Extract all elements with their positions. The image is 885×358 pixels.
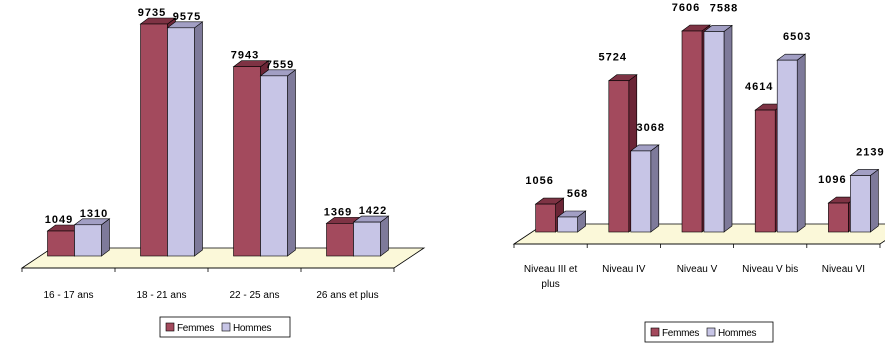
data-label-femmes: 7606 — [672, 2, 700, 14]
chart-legend: Femmes Hommes — [644, 321, 774, 343]
chart-legend: Femmes Hommes — [159, 316, 291, 338]
bar-hommes — [703, 24, 733, 233]
data-label-hommes: 3068 — [637, 122, 665, 134]
legend-swatch-femmes — [650, 327, 660, 337]
legend-label-femmes: Femmes — [662, 328, 699, 339]
data-label-femmes: 1369 — [324, 206, 352, 218]
data-label-femmes: 4614 — [745, 81, 773, 93]
bar-hommes — [166, 21, 204, 257]
legend-label-femmes: Femmes — [177, 323, 214, 334]
bar-hommes — [556, 210, 587, 233]
data-label-femmes: 5724 — [599, 52, 627, 64]
x-tick-label: Niveau V — [677, 264, 718, 275]
data-label-hommes: 1310 — [80, 208, 108, 220]
data-label-femmes: 9735 — [138, 7, 166, 19]
x-tick-label: Niveau VI — [822, 264, 865, 275]
data-label-hommes: 568 — [567, 188, 588, 200]
data-label-hommes: 2139 — [856, 146, 884, 158]
legend-label-hommes: Hommes — [233, 323, 272, 334]
data-label-femmes: 7943 — [231, 50, 259, 62]
x-tick-label: plus — [541, 279, 559, 290]
data-label-hommes: 1422 — [359, 205, 387, 217]
bar-hommes — [73, 218, 111, 257]
chart-1: 1049 1310 16 - 17 ans 9735 9575 18 - 21 ans 79… — [20, 7, 426, 338]
legend-label-hommes: Hommes — [718, 328, 757, 339]
bar-hommes — [776, 53, 807, 233]
x-tick-label: 18 - 21 ans — [136, 290, 186, 301]
legend-swatch-femmes — [165, 322, 175, 332]
data-label-femmes: 1056 — [525, 175, 553, 187]
data-label-hommes: 6503 — [783, 31, 811, 43]
x-tick-label: 26 ans et plus — [316, 290, 378, 301]
x-tick-label: Niveau III et — [524, 264, 578, 275]
data-label-femmes: 1096 — [818, 174, 846, 186]
x-tick-label: Niveau IV — [602, 264, 646, 275]
chart-2: 1056 568 Niveau III et plus 5724 3068 Niveau I… — [512, 2, 885, 343]
x-tick-label: 16 - 17 ans — [43, 290, 93, 301]
legend-swatch-hommes — [706, 327, 716, 337]
bar-hommes — [352, 215, 390, 257]
data-label-hommes: 7559 — [266, 59, 294, 71]
bar-hommes — [629, 144, 660, 233]
data-label-femmes: 1049 — [45, 214, 73, 226]
bar-hommes — [259, 69, 297, 257]
data-label-hommes: 7588 — [710, 2, 738, 14]
data-label-hommes: 9575 — [173, 11, 201, 23]
x-tick-label: Niveau V bis — [742, 264, 798, 275]
legend-swatch-hommes — [221, 322, 231, 332]
bar-hommes — [849, 168, 880, 233]
x-tick-label: 22 - 25 ans — [229, 290, 279, 301]
